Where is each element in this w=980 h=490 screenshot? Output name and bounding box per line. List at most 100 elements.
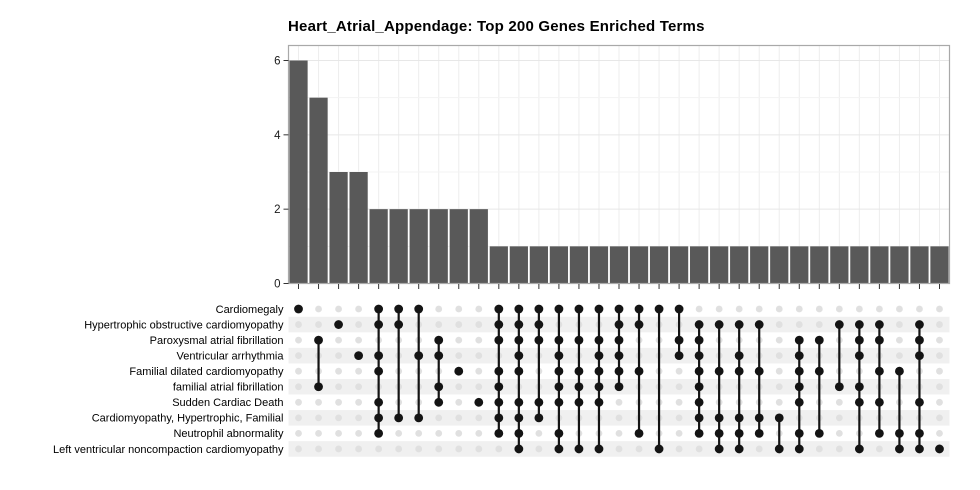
y-tick-label: 2 [274, 204, 280, 216]
matrix-dot-filled [794, 397, 804, 407]
set-row-label: Paroxysmal atrial fibrillation [150, 335, 284, 347]
matrix-dot-filled [414, 351, 424, 361]
matrix-dot-filled [494, 429, 504, 438]
matrix-dot-filled [754, 366, 764, 376]
set-row-label: Hypertrophic obstructive cardiomyopathy [84, 319, 284, 331]
matrix-dot-filled [794, 335, 804, 345]
matrix-dot-empty [355, 445, 363, 453]
intersection-bar [609, 246, 629, 284]
matrix-dot-empty [675, 414, 683, 422]
set-row-label: Cardiomyopathy, Hypertrophic, Familial [92, 413, 284, 425]
matrix-dot-empty [675, 398, 683, 406]
chart-title: Heart_Atrial_Appendage: Top 200 Genes En… [288, 18, 705, 35]
matrix-dot-empty [535, 445, 543, 453]
matrix-dot-filled [514, 304, 524, 314]
y-tick-label: 4 [274, 130, 281, 142]
matrix-dot-empty [755, 445, 763, 453]
matrix-dot-filled [574, 335, 584, 345]
intersection-bar [890, 246, 909, 284]
matrix-dot-empty [775, 398, 783, 406]
matrix-dot-filled [774, 413, 784, 423]
matrix-dot-filled [394, 304, 404, 314]
matrix-dot-empty [775, 352, 783, 360]
matrix-dot-empty [495, 445, 503, 453]
matrix-dot-filled [935, 444, 944, 454]
matrix-dot-filled [374, 304, 384, 314]
matrix-dot-filled [554, 335, 564, 345]
matrix-dot-empty [455, 352, 463, 360]
matrix-dot-empty [315, 305, 322, 313]
matrix-dot-filled [394, 320, 404, 329]
matrix-dot-empty [715, 305, 723, 313]
matrix-dot-empty [875, 445, 883, 453]
intersection-bar [770, 246, 789, 284]
matrix-dot-filled [694, 351, 704, 361]
matrix-dot-empty [936, 367, 943, 375]
matrix-dot-empty [835, 305, 843, 313]
matrix-dot-filled [734, 444, 744, 454]
matrix-dot-empty [936, 398, 943, 406]
matrix-dot-empty [675, 445, 683, 453]
matrix-dot-empty [755, 305, 763, 313]
matrix-dot-empty [475, 414, 483, 422]
matrix-dot-filled [834, 382, 844, 392]
matrix-dot-filled [374, 351, 384, 361]
intersection-bar [389, 209, 408, 284]
intersection-bar [569, 246, 589, 284]
matrix-dot-filled [514, 366, 524, 376]
intersection-bar [830, 246, 849, 284]
intersection-bar [669, 246, 689, 284]
matrix-dot-filled [854, 335, 864, 345]
matrix-dot-empty [375, 445, 383, 453]
matrix-dot-filled [634, 366, 644, 376]
matrix-dot-filled [714, 320, 724, 329]
matrix-dot-empty [295, 352, 302, 360]
matrix-dot-empty [295, 336, 302, 344]
matrix-dot-filled [374, 429, 384, 438]
matrix-dot-empty [455, 398, 463, 406]
matrix-dot-filled [714, 429, 724, 438]
matrix-dot-filled [634, 429, 644, 438]
matrix-dot-empty [315, 398, 322, 406]
matrix-dot-filled [494, 320, 504, 329]
matrix-dot-filled [554, 429, 564, 438]
matrix-dot-filled [714, 413, 724, 423]
matrix-dot-empty [896, 336, 903, 344]
matrix-dot-filled [454, 366, 464, 376]
matrix-dot-filled [895, 429, 904, 438]
intersection-bar [850, 246, 869, 284]
matrix-dot-empty [835, 398, 843, 406]
intersection-bar [529, 246, 548, 284]
matrix-dot-filled [774, 444, 784, 454]
matrix-dot-filled [494, 382, 504, 392]
matrix-dot-filled [574, 304, 584, 314]
matrix-dot-filled [854, 382, 864, 392]
intersection-bar [309, 97, 328, 284]
set-row-label: Cardiomegaly [216, 304, 284, 316]
bar-panel-border [287, 44, 951, 285]
matrix-dot-empty [335, 414, 342, 422]
matrix-dot-filled [734, 320, 744, 329]
matrix-dot-filled [915, 444, 924, 454]
matrix-dot-filled [374, 366, 384, 376]
y-tick-label: 6 [274, 56, 280, 68]
matrix-dot-filled [694, 397, 704, 407]
matrix-dot-empty [475, 321, 483, 328]
matrix-dot-empty [295, 383, 302, 391]
matrix-dot-filled [915, 397, 924, 407]
matrix-dot-filled [854, 397, 864, 407]
matrix-dot-filled [734, 351, 744, 361]
matrix-dot-filled [314, 382, 323, 392]
matrix-dot-empty [435, 414, 443, 422]
matrix-dot-empty [775, 321, 783, 328]
matrix-dot-empty [435, 321, 443, 328]
matrix-dot-filled [794, 366, 804, 376]
intersection-bar [589, 246, 609, 284]
matrix-dot-empty [295, 414, 302, 422]
matrix-dot-empty [855, 305, 863, 313]
set-row-label: Sudden Cardiac Death [172, 397, 283, 409]
matrix-dot-filled [694, 366, 704, 376]
intersection-bar [289, 60, 308, 284]
